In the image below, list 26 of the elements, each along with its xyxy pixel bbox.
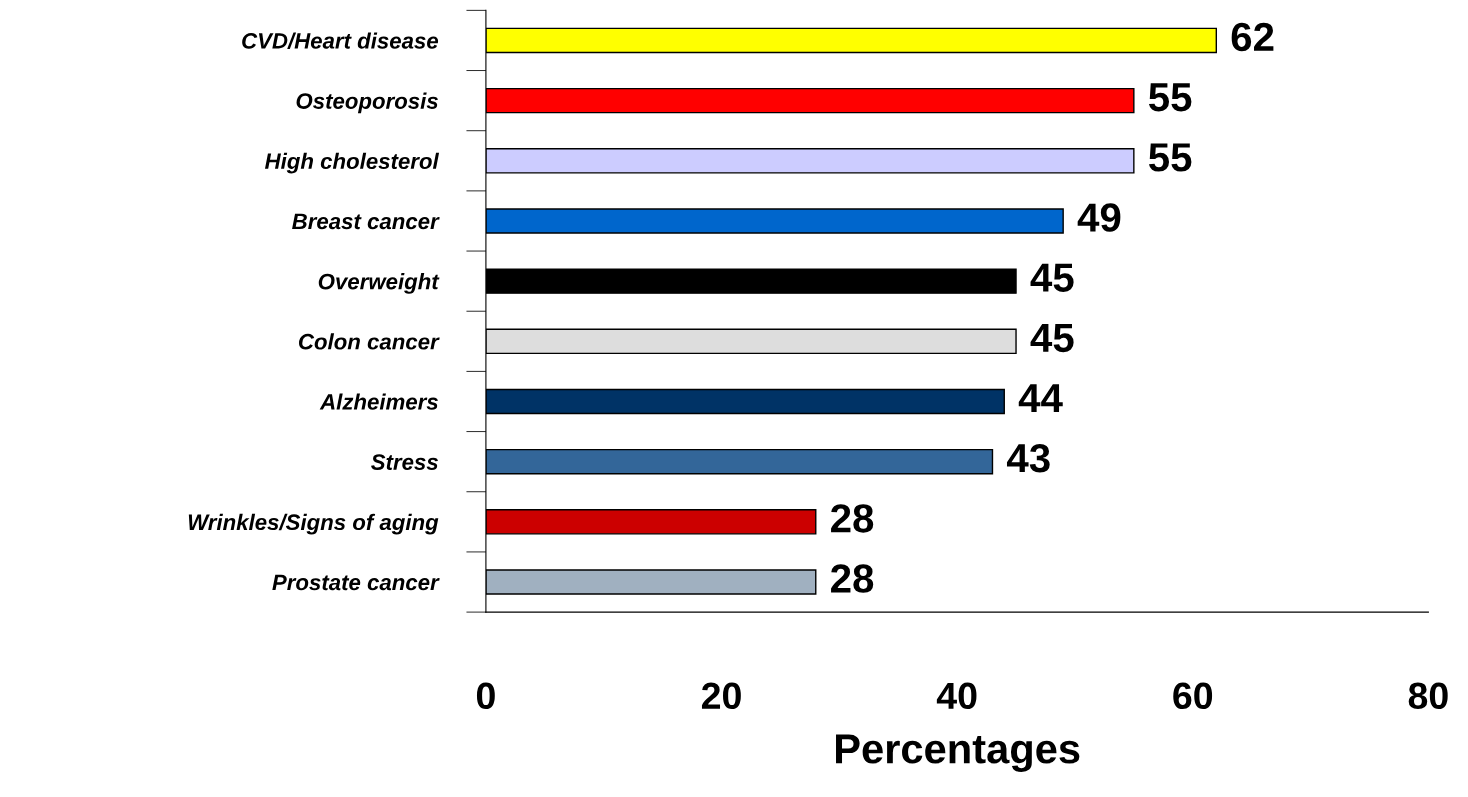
data-label: 45: [1030, 324, 1074, 353]
y-tick-label: High cholesterol: [264, 152, 440, 174]
y-tick-label: Prostate cancer: [272, 574, 440, 591]
data-label: 44: [1018, 384, 1063, 412]
y-tick-label: Osteoporosis: [296, 92, 438, 114]
y-tick-label: Colon cancer: [299, 333, 440, 350]
x-tick-label: 40: [936, 682, 977, 710]
x-axis-title: Percentages: [836, 734, 1080, 773]
x-tick-label: 80: [1408, 682, 1448, 710]
data-label: 55: [1148, 143, 1192, 172]
y-tick-label: CVD/Heart disease: [242, 32, 439, 49]
data-label: 62: [1231, 22, 1274, 52]
data-label: 43: [1006, 443, 1050, 473]
data-label: 28: [831, 504, 874, 533]
data-label: 55: [1148, 83, 1192, 112]
data-label: 45: [1030, 263, 1074, 292]
y-tick-label: Stress: [371, 454, 438, 470]
y-tick-label: Alzheimers: [319, 393, 438, 410]
x-tick-label: 60: [1173, 682, 1213, 710]
y-tick-label: Overweight: [318, 273, 440, 294]
data-label: 49: [1077, 203, 1121, 232]
data-label: 28: [831, 564, 874, 593]
x-tick-label: 20: [701, 682, 741, 710]
x-tick-label: 0: [476, 682, 495, 710]
y-tick-label: Wrinkles/Signs of aging: [188, 513, 439, 535]
y-tick-label: Breast cancer: [292, 213, 440, 230]
